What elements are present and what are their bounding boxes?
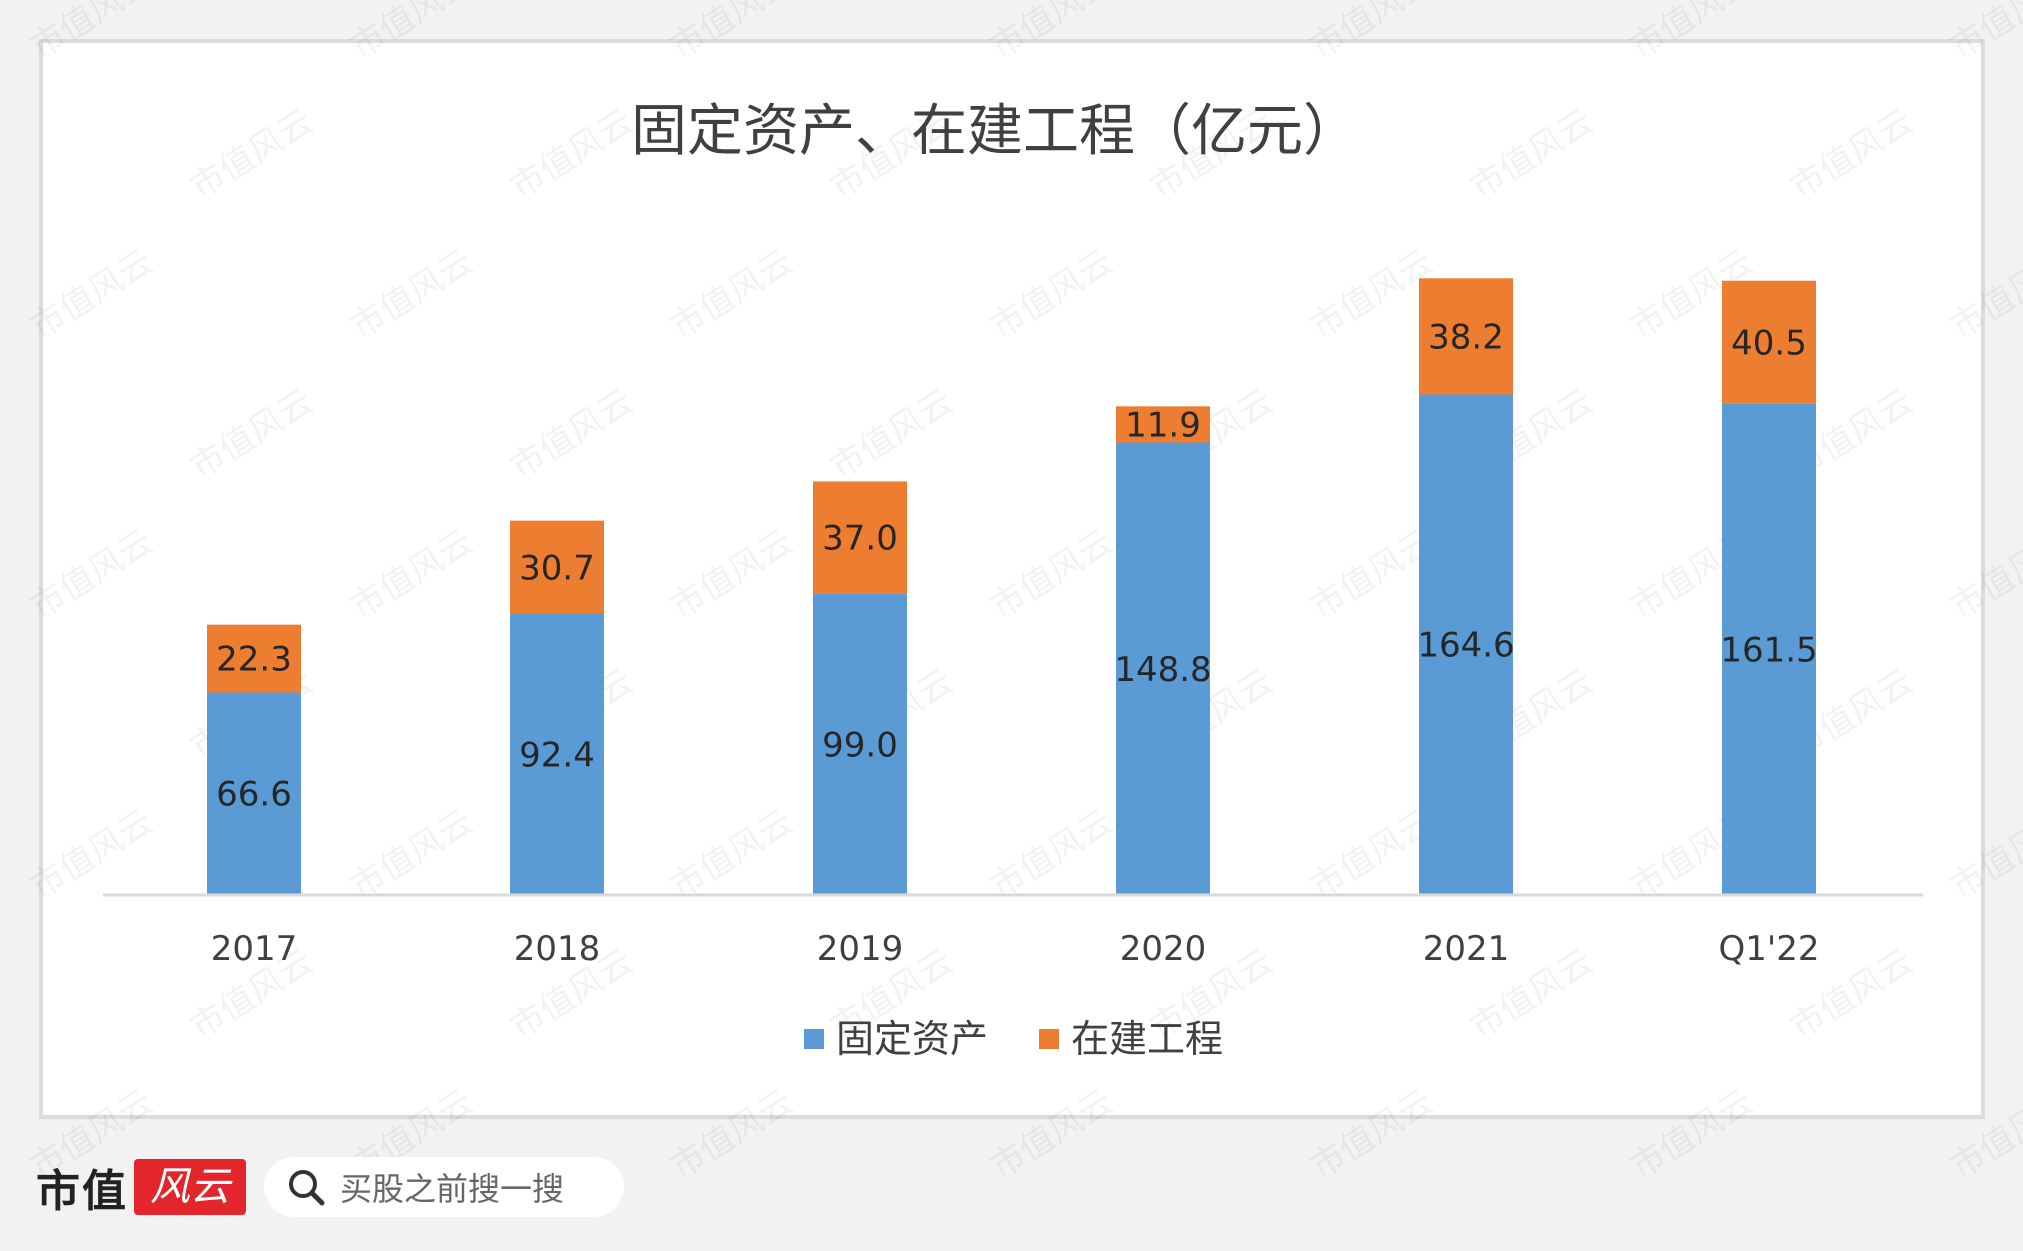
- x-tick-label: Q1'22: [1718, 929, 1819, 969]
- watermark-text: 市值风云: [1464, 102, 1601, 208]
- data-label: 92.4: [519, 736, 595, 776]
- bar-fixed-assets-4: [1419, 394, 1513, 895]
- data-label: 99.0: [822, 725, 898, 765]
- search-icon: [289, 1170, 325, 1206]
- bar-fixed-assets-1: [510, 614, 604, 895]
- watermark-text: 市值风云: [664, 1082, 801, 1188]
- data-label: 37.0: [822, 519, 898, 559]
- watermark-text: 市值风云: [184, 382, 321, 488]
- watermark-text: 市值风云: [664, 802, 801, 908]
- bar-construction-2: [813, 481, 907, 594]
- watermark-text: 市值风云: [24, 0, 161, 68]
- watermark-text: 市值风云: [504, 382, 641, 488]
- bar-fixed-assets-2: [813, 593, 907, 895]
- legend-swatch: [1039, 1029, 1059, 1049]
- search-placeholder: 买股之前搜一搜: [340, 1170, 565, 1208]
- data-label: 38.2: [1428, 317, 1504, 357]
- bar-construction-5: [1722, 280, 1816, 404]
- x-tick-label: 2021: [1423, 929, 1510, 969]
- legend: 固定资产 在建工程: [804, 1017, 1223, 1061]
- bar-layer: 66.6 22.3 92.4 30.7 99.0 37.0 148.8 11.9 164.6 38…: [207, 278, 1818, 895]
- watermark-text: 市值风云: [984, 242, 1121, 348]
- x-tick-layer: 2017 2018 2019 2020 2021 Q1'22: [211, 929, 1820, 969]
- watermark-text: 市值风云: [1304, 1082, 1441, 1188]
- watermark-text: 市值风云: [24, 522, 161, 628]
- legend-label: 在建工程: [1071, 1017, 1223, 1061]
- bar-fixed-assets-3: [1116, 442, 1210, 895]
- bar-construction-4: [1419, 278, 1513, 395]
- bar-construction-1: [510, 520, 604, 615]
- watermark-text: 市值风云: [1944, 802, 2023, 908]
- watermark-text: 市值风云: [344, 0, 481, 68]
- watermark-text: 市值风云: [984, 522, 1121, 628]
- bar-fixed-assets-5: [1722, 403, 1816, 895]
- data-label: 164.6: [1417, 626, 1514, 666]
- watermark-text: 市值风云: [24, 802, 161, 908]
- bar-construction-3: [1116, 406, 1210, 443]
- legend-label: 固定资产: [836, 1017, 988, 1061]
- data-label: 22.3: [216, 640, 292, 680]
- brand-logo-text: 市值: [36, 1166, 128, 1217]
- data-label: 30.7: [519, 548, 595, 588]
- bar-construction-0: [207, 624, 301, 693]
- footer-brand-bar: 市值 风云 买股之前搜一搜: [36, 1152, 624, 1222]
- data-label: 161.5: [1720, 630, 1817, 670]
- watermark-text: 市值风云: [664, 0, 801, 68]
- watermark-text: 市值风云: [1784, 102, 1921, 208]
- chart-title: 固定资产、在建工程（亿元）: [631, 99, 1359, 164]
- watermark-text: 市值风云: [664, 522, 801, 628]
- data-label: 40.5: [1731, 323, 1807, 363]
- data-label: 148.8: [1114, 650, 1211, 690]
- x-tick-label: 2018: [514, 929, 601, 969]
- watermark-text: 市值风云: [984, 1082, 1121, 1188]
- watermark-text: 市值风云: [824, 382, 961, 488]
- watermark-text: 市值风云: [24, 242, 161, 348]
- watermark-text: 市值风云: [1304, 0, 1441, 68]
- data-label: 11.9: [1125, 405, 1201, 445]
- watermark-text: 市值风云: [984, 0, 1121, 68]
- watermark-text: 市值风云: [344, 522, 481, 628]
- brand-logo-mark: 风云: [134, 1159, 246, 1215]
- watermark-text: 市值风云: [344, 802, 481, 908]
- legend-swatch: [804, 1029, 824, 1049]
- watermark-text: 市值风云: [664, 242, 801, 348]
- watermark-text: 市值风云: [1944, 242, 2023, 348]
- watermark-text: 市值风云: [1624, 0, 1761, 68]
- watermark-text: 市值风云: [184, 102, 321, 208]
- watermark-text: 市值风云: [344, 242, 481, 348]
- bar-fixed-assets-0: [207, 692, 301, 895]
- x-tick-label: 2019: [817, 929, 904, 969]
- watermark-text: 市值风云: [1944, 0, 2023, 68]
- search-box[interactable]: 买股之前搜一搜: [264, 1157, 624, 1217]
- watermark-text: 市值风云: [1944, 522, 2023, 628]
- watermark-text: 市值风云: [984, 802, 1121, 908]
- chart-frame: [39, 39, 1985, 1119]
- x-tick-label: 2017: [211, 929, 298, 969]
- watermark-text: 市值风云: [1624, 1082, 1761, 1188]
- watermark-text: 市值风云: [504, 102, 641, 208]
- watermark-text: 市值风云: [1944, 1082, 2023, 1188]
- data-label: 66.6: [216, 775, 292, 815]
- x-tick-label: 2020: [1120, 929, 1207, 969]
